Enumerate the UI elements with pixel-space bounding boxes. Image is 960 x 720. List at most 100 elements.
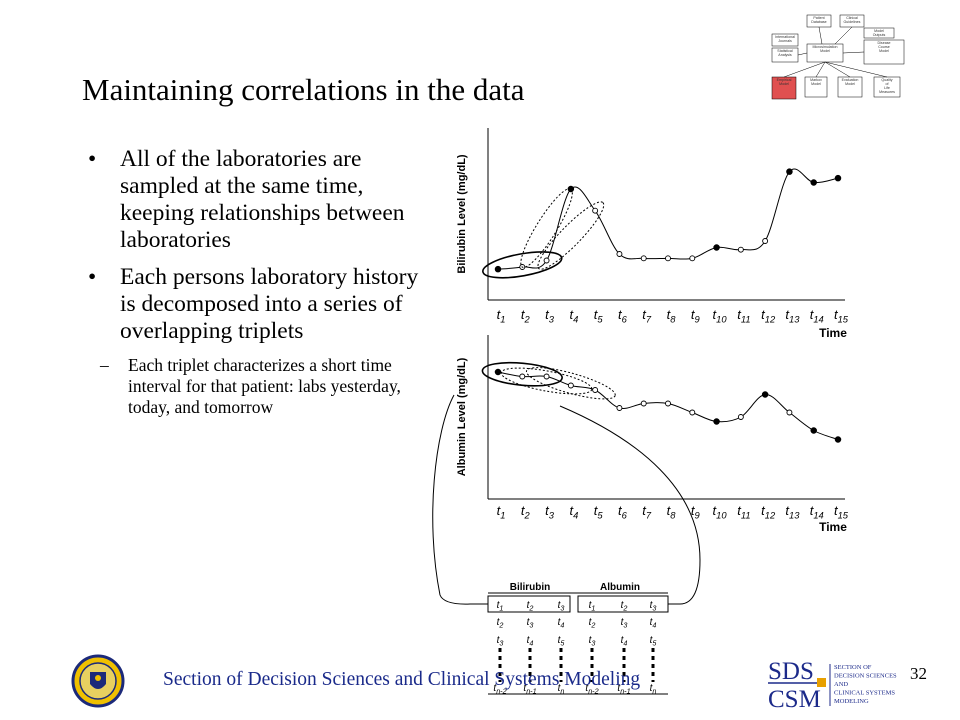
- bullet-text: All of the laboratories are sampled at t…: [120, 146, 405, 253]
- data-point: [640, 400, 647, 407]
- diagram-box-label: Clinical: [846, 16, 858, 20]
- series-line: [497, 168, 839, 270]
- diagram-box-label: Microsimulation: [813, 45, 838, 49]
- x-tick-label: t2: [521, 307, 531, 324]
- logo-word: MODELING: [834, 698, 869, 705]
- x-tick-label: t11: [737, 503, 750, 520]
- x-axis-label: Time: [819, 520, 847, 534]
- x-tick-label: t9: [691, 307, 700, 324]
- data-point: [689, 255, 696, 262]
- diagram-box-label: Evaluation: [842, 78, 859, 82]
- table-cell: t1: [497, 600, 504, 613]
- x-tick-label: t7: [642, 503, 652, 520]
- diagram-box-label: Life: [884, 86, 890, 90]
- diagram-box-label: Model: [879, 49, 889, 53]
- bullet-item: • All of the laboratories are sampled at…: [88, 146, 433, 254]
- x-tick-label: t15: [834, 307, 849, 324]
- table-cell: tn-1: [617, 683, 630, 696]
- table-cell: t3: [497, 635, 504, 648]
- x-tick-label: t8: [667, 307, 677, 324]
- triplet-ellipse-second: [500, 367, 593, 395]
- table-cell: tn-2: [493, 683, 506, 696]
- diagram-box-label: Model: [820, 49, 830, 53]
- data-point: [810, 179, 817, 186]
- diagram-box: [863, 39, 905, 65]
- x-tick-label: t2: [521, 503, 531, 520]
- logo-word: DECISION SCIENCES: [834, 673, 897, 680]
- table-cell: tn: [650, 683, 657, 696]
- x-tick-label: t12: [761, 503, 776, 520]
- diagram-box-label: Disease: [878, 41, 891, 45]
- logo-word: SECTION OF: [834, 664, 872, 671]
- university-seal-logo: [71, 654, 125, 708]
- x-tick-label: t5: [594, 307, 604, 324]
- connector-curve-left: [432, 394, 488, 605]
- data-point: [665, 255, 671, 262]
- x-tick-label: t5: [594, 503, 604, 520]
- data-point: [519, 373, 526, 380]
- data-point: [834, 174, 842, 182]
- diagram-box-label: Database: [811, 20, 826, 24]
- data-point: [494, 368, 502, 376]
- data-point: [592, 387, 599, 393]
- data-point: [616, 251, 623, 257]
- connector-curve-right: [559, 405, 701, 605]
- table-cell: tn-1: [523, 683, 536, 696]
- x-tick-label: t15: [834, 503, 849, 520]
- table-cell: t3: [650, 600, 657, 613]
- data-point: [494, 265, 502, 273]
- data-point: [689, 409, 696, 416]
- table-header-bilirubin: Bilirubin: [510, 582, 551, 593]
- logo-word: AND: [834, 681, 848, 688]
- table-cell: t5: [558, 635, 566, 648]
- diagram-box-label: International: [775, 35, 795, 39]
- y-axis-label: Bilirubin Level (mg/dL): [456, 154, 468, 274]
- data-point: [737, 246, 744, 253]
- x-tick-label: t14: [810, 307, 824, 324]
- x-tick-label: t13: [785, 307, 800, 324]
- x-tick-label: t11: [737, 307, 750, 324]
- x-tick-label: t12: [761, 307, 776, 324]
- slide-title: Maintaining correlations in the data: [82, 72, 525, 107]
- diagram-box-label: Markov: [810, 78, 822, 82]
- diagram-box-label: Course: [878, 45, 890, 49]
- data-point: [713, 244, 720, 251]
- dash-icon: –: [100, 355, 109, 375]
- diagram-box: [771, 33, 799, 47]
- triplet-ellipse-first: [482, 251, 563, 279]
- data-point: [592, 207, 599, 214]
- bilirubin-chart: Bilirubin Level (mg/dL) Time t1 t2 t3 t4 t5 t6 t…: [456, 128, 849, 340]
- x-tick-label: t6: [618, 307, 628, 324]
- table-cell: t1: [589, 600, 596, 613]
- x-tick-label: t3: [545, 503, 555, 520]
- diagram-box-label: Outputs: [873, 33, 886, 37]
- sub-bullet-item: – Each triplet characterizes a short tim…: [56, 355, 433, 418]
- diagram-box-label: Model: [779, 82, 789, 86]
- x-tick-label: t10: [713, 503, 728, 520]
- diagram-box-label: Statistical: [777, 49, 793, 53]
- data-point: [543, 257, 550, 264]
- table-cell: t2: [621, 600, 628, 613]
- table-cell: tn: [558, 683, 565, 696]
- x-tick-label: t3: [545, 307, 555, 324]
- table-cell: t3: [527, 617, 534, 630]
- bullet-dot-icon: •: [88, 264, 97, 290]
- diagram-box-label: of: [886, 82, 889, 86]
- diagram-box-label: Model: [845, 82, 855, 86]
- x-tick-label: t1: [497, 503, 506, 520]
- x-tick-label: t4: [569, 307, 578, 324]
- x-tick-label: t10: [713, 307, 728, 324]
- x-tick-label: t6: [618, 503, 628, 520]
- diagram-box-label: Measures: [879, 90, 895, 94]
- table-cell: tn-2: [585, 683, 598, 696]
- data-point: [640, 255, 647, 262]
- logo-word: CLINICAL SYSTEMS: [834, 690, 895, 697]
- bullet-text: Each persons laboratory history is decom…: [120, 264, 419, 344]
- data-point: [761, 391, 769, 398]
- table-header-albumin: Albumin: [600, 582, 640, 593]
- data-point: [616, 405, 623, 411]
- table-cell: t3: [589, 635, 596, 648]
- bullet-dot-icon: •: [88, 146, 97, 172]
